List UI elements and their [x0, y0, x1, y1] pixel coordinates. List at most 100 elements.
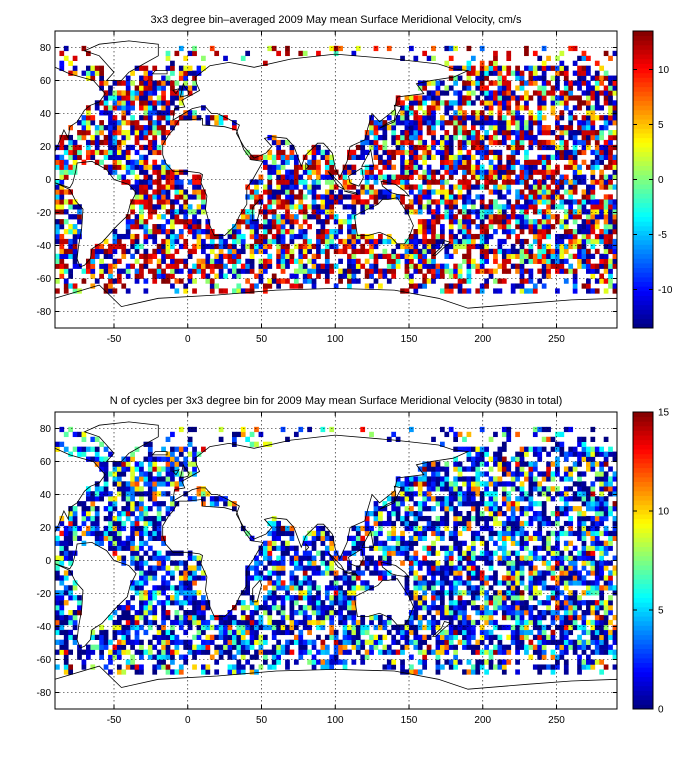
heatmap-cell [259, 239, 264, 244]
heatmap-cell [117, 521, 122, 526]
heatmap-cell [59, 175, 64, 180]
heatmap-cell [183, 585, 188, 590]
heatmap-cell [113, 546, 118, 551]
heatmap-cell [312, 264, 317, 269]
heatmap-cell [298, 180, 303, 185]
heatmap-cell [431, 175, 436, 180]
heatmap-cell [161, 630, 166, 635]
heatmap-cell [117, 556, 122, 561]
heatmap-cell [272, 650, 277, 655]
heatmap-cell [121, 269, 126, 274]
heatmap-cell [374, 279, 379, 284]
heatmap-cell [205, 120, 210, 125]
heatmap-cell [152, 180, 157, 185]
heatmap-cell [467, 81, 472, 86]
heatmap-cell [312, 170, 317, 175]
heatmap-cell [144, 491, 149, 496]
heatmap-cell [436, 105, 441, 110]
heatmap-cell [356, 239, 361, 244]
heatmap-cell [573, 274, 578, 279]
heatmap-cell [59, 541, 64, 546]
heatmap-cell [152, 209, 157, 214]
heatmap-cell [537, 209, 542, 214]
heatmap-cell [595, 279, 600, 284]
heatmap-cell [90, 447, 95, 452]
heatmap-cell [64, 630, 69, 635]
heatmap-cell [329, 46, 334, 51]
heatmap-cell [409, 184, 414, 189]
heatmap-cell [117, 95, 122, 100]
heatmap-cell [254, 655, 259, 660]
heatmap-cell [86, 130, 91, 135]
heatmap-cell [99, 645, 104, 650]
heatmap-cell [108, 115, 113, 120]
heatmap-cell [281, 595, 286, 600]
heatmap-cell [338, 46, 343, 51]
heatmap-cell [214, 650, 219, 655]
heatmap-cell [475, 140, 480, 145]
heatmap-cell [144, 130, 149, 135]
heatmap-cell [77, 150, 82, 155]
heatmap-cell [533, 288, 538, 293]
heatmap-cell [413, 155, 418, 160]
heatmap-cell [174, 170, 179, 175]
heatmap-cell [205, 625, 210, 630]
heatmap-cell [113, 115, 118, 120]
heatmap-cell [409, 541, 414, 546]
heatmap-cell [586, 199, 591, 204]
heatmap-cell [197, 244, 202, 249]
heatmap-cell [135, 491, 140, 496]
heatmap-cell [586, 100, 591, 105]
heatmap-cell [533, 259, 538, 264]
heatmap-cell [298, 595, 303, 600]
heatmap-cell [294, 620, 299, 625]
heatmap-cell [228, 655, 233, 660]
heatmap-cell [374, 155, 379, 160]
heatmap-cell [475, 130, 480, 135]
heatmap-cell [334, 575, 339, 580]
heatmap-cell [338, 600, 343, 605]
heatmap-cell [458, 105, 463, 110]
heatmap-cell [126, 610, 131, 615]
heatmap-cell [144, 219, 149, 224]
heatmap-cell [108, 506, 113, 511]
heatmap-cell [400, 254, 405, 259]
heatmap-cell [325, 660, 330, 665]
heatmap-cell [582, 254, 587, 259]
heatmap-cell [351, 615, 356, 620]
heatmap-cell [201, 595, 206, 600]
heatmap-cell [338, 610, 343, 615]
heatmap-cell [542, 283, 547, 288]
heatmap-cell [568, 189, 573, 194]
heatmap-cell [95, 511, 100, 516]
heatmap-cell [374, 521, 379, 526]
heatmap-cell [405, 630, 410, 635]
heatmap-cell [498, 189, 503, 194]
heatmap-cell [325, 605, 330, 610]
heatmap-cell [303, 170, 308, 175]
heatmap-cell [174, 194, 179, 199]
heatmap-cell [161, 259, 166, 264]
heatmap-cell [453, 120, 458, 125]
heatmap-cell [498, 214, 503, 219]
heatmap-cell [254, 442, 259, 447]
heatmap-cell [64, 189, 69, 194]
heatmap-cell [586, 229, 591, 234]
heatmap-cell [524, 288, 529, 293]
heatmap-cell [205, 274, 210, 279]
heatmap-cell [201, 447, 206, 452]
heatmap-cell [307, 175, 312, 180]
heatmap-cell [325, 565, 330, 570]
heatmap-cell [590, 199, 595, 204]
heatmap-cell [524, 165, 529, 170]
heatmap-cell [170, 625, 175, 630]
heatmap-cell [55, 165, 60, 170]
heatmap-cell [148, 234, 153, 239]
heatmap-cell [214, 660, 219, 665]
heatmap-cell [427, 259, 432, 264]
heatmap-cell [64, 209, 69, 214]
heatmap-cell [95, 249, 100, 254]
heatmap-cell [90, 150, 95, 155]
heatmap-cell [312, 600, 317, 605]
heatmap-cell [520, 115, 525, 120]
